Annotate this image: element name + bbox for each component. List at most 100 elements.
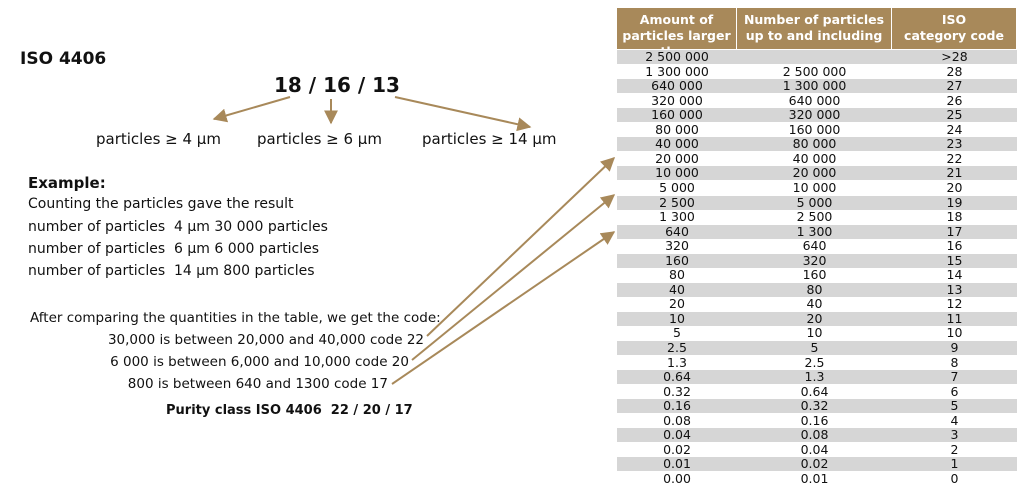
table-cell: 0.08 — [663, 412, 691, 428]
table-cell: 40 — [669, 281, 685, 297]
row-bg — [617, 122, 1017, 137]
table-cell: 20 000 — [792, 165, 837, 181]
row-bg — [617, 355, 1017, 370]
table-cell: 3 — [950, 427, 959, 443]
table-cell: 5 000 — [796, 194, 833, 210]
arrow — [212, 96, 291, 123]
table-cell: 15 — [946, 252, 963, 268]
table-cell: 1.3 — [804, 369, 825, 385]
table-cell: 1 300 — [659, 209, 695, 225]
row-bg — [617, 428, 1017, 443]
title: ISO 4406 — [20, 49, 107, 69]
table-cell: 0.04 — [800, 441, 829, 457]
row-bg — [617, 166, 1017, 181]
table-cell: 1 — [950, 456, 959, 472]
table-cell: 0.32 — [663, 383, 691, 399]
table-cell: 80 000 — [792, 136, 837, 152]
table-cell: 8 — [950, 354, 959, 370]
header-text: Number of particles — [743, 12, 885, 27]
comparison-intro: After comparing the quantities in the ta… — [30, 310, 441, 326]
table-cell: 20 — [669, 296, 685, 312]
table-cell: 1.3 — [667, 354, 687, 370]
row-bg — [617, 50, 1017, 65]
comparison: 30,000 is between 20,000 and 40,000 code… — [107, 332, 424, 348]
table-cell: 160 000 — [788, 121, 841, 137]
row-bg — [617, 297, 1017, 312]
table-cell: 5 — [950, 398, 959, 414]
table-cell: 1 300 — [796, 223, 833, 239]
table-cell: 10 000 — [792, 179, 837, 195]
table-cell: 5 — [673, 325, 681, 341]
row-bg — [617, 239, 1017, 254]
table-cell: 5 — [810, 340, 819, 355]
table-cell: 0.02 — [663, 441, 691, 457]
table-cell: 23 — [946, 136, 963, 152]
table-cell: 25 — [946, 107, 963, 123]
table-cell: 0 — [950, 470, 959, 486]
table-cell: 2.5 — [667, 340, 687, 355]
table-cell: 21 — [946, 165, 963, 181]
row-bg — [617, 384, 1017, 399]
table-cell: 10 — [946, 325, 963, 341]
table-cell: 80 — [669, 267, 685, 283]
table-cell: 160 — [802, 267, 827, 283]
table-cell: 0.16 — [800, 412, 829, 428]
table-cell: 0.32 — [800, 398, 829, 414]
result: Purity class ISO 4406 22 / 20 / 17 — [166, 403, 413, 418]
table-cell: 320 — [802, 252, 827, 268]
table-cell: 2 — [950, 441, 959, 457]
particle-label: particles ≥ 14 µm — [422, 130, 557, 148]
row-bg — [617, 108, 1017, 123]
header-text: Amount of — [639, 12, 714, 27]
table-cell: 26 — [946, 92, 963, 108]
example-heading: Example: — [28, 174, 106, 192]
row-bg — [617, 180, 1017, 195]
table-cell: 2 500 000 — [645, 49, 709, 64]
header-text: ISO — [941, 12, 967, 27]
code: 18 / 16 / 13 — [274, 73, 400, 97]
table-cell: 14 — [946, 267, 963, 283]
row-bg — [617, 311, 1017, 326]
example-line: number of particles 4 µm 30 000 particle… — [28, 219, 328, 235]
table-cell: 20 000 — [655, 150, 699, 166]
table-cell: 0.01 — [800, 470, 829, 486]
row-bg — [617, 370, 1017, 385]
table-cell: >28 — [941, 49, 968, 64]
particle-label: particles ≥ 4 µm — [96, 130, 221, 148]
table-cell: 40 000 — [655, 136, 699, 152]
table-cell: 0.64 — [663, 369, 691, 385]
table-cell: 2.5 — [804, 354, 825, 370]
comparison: 800 is between 640 and 1300 code 17 — [127, 376, 388, 392]
table-cell: 40 000 — [792, 150, 837, 166]
table-cell: 0.02 — [800, 456, 829, 472]
arrow — [411, 194, 616, 361]
table-cell: 160 — [665, 252, 689, 268]
table-cell: 11 — [946, 310, 963, 326]
table-cell: 19 — [946, 194, 963, 210]
comparison: 6 000 is between 6,000 and 10,000 code 2… — [110, 354, 409, 370]
row-bg — [617, 413, 1017, 428]
table-cell: 10 — [806, 325, 823, 341]
table-cell: 80 — [806, 281, 823, 297]
table-cell: 160 000 — [651, 107, 703, 123]
table-cell: 320 000 — [651, 92, 703, 108]
row-bg — [617, 93, 1017, 108]
particle-label: particles ≥ 6 µm — [257, 130, 382, 148]
table-cell: 9 — [950, 340, 959, 355]
row-bg — [617, 224, 1017, 239]
table-cell: 0.01 — [663, 456, 691, 472]
table-cell: 18 — [946, 209, 963, 225]
table-cell: 640 000 — [788, 92, 841, 108]
row-bg — [617, 137, 1017, 152]
row-bg — [617, 210, 1017, 225]
header-cell: ISO category code — [892, 8, 1016, 49]
row-bg — [617, 64, 1017, 79]
header-text: up to and including — [745, 28, 883, 43]
example-line: number of particles 6 µm 6 000 particles — [28, 241, 320, 257]
table-cell: 22 — [946, 150, 963, 166]
arrow — [426, 157, 616, 337]
table-cell: 5 000 — [659, 179, 695, 195]
row-bg — [617, 268, 1017, 283]
table-cell: 0.08 — [800, 427, 829, 443]
